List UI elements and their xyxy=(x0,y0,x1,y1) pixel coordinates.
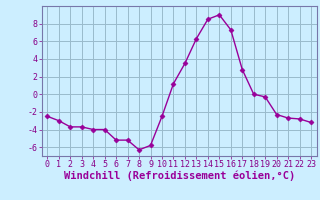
X-axis label: Windchill (Refroidissement éolien,°C): Windchill (Refroidissement éolien,°C) xyxy=(64,171,295,181)
